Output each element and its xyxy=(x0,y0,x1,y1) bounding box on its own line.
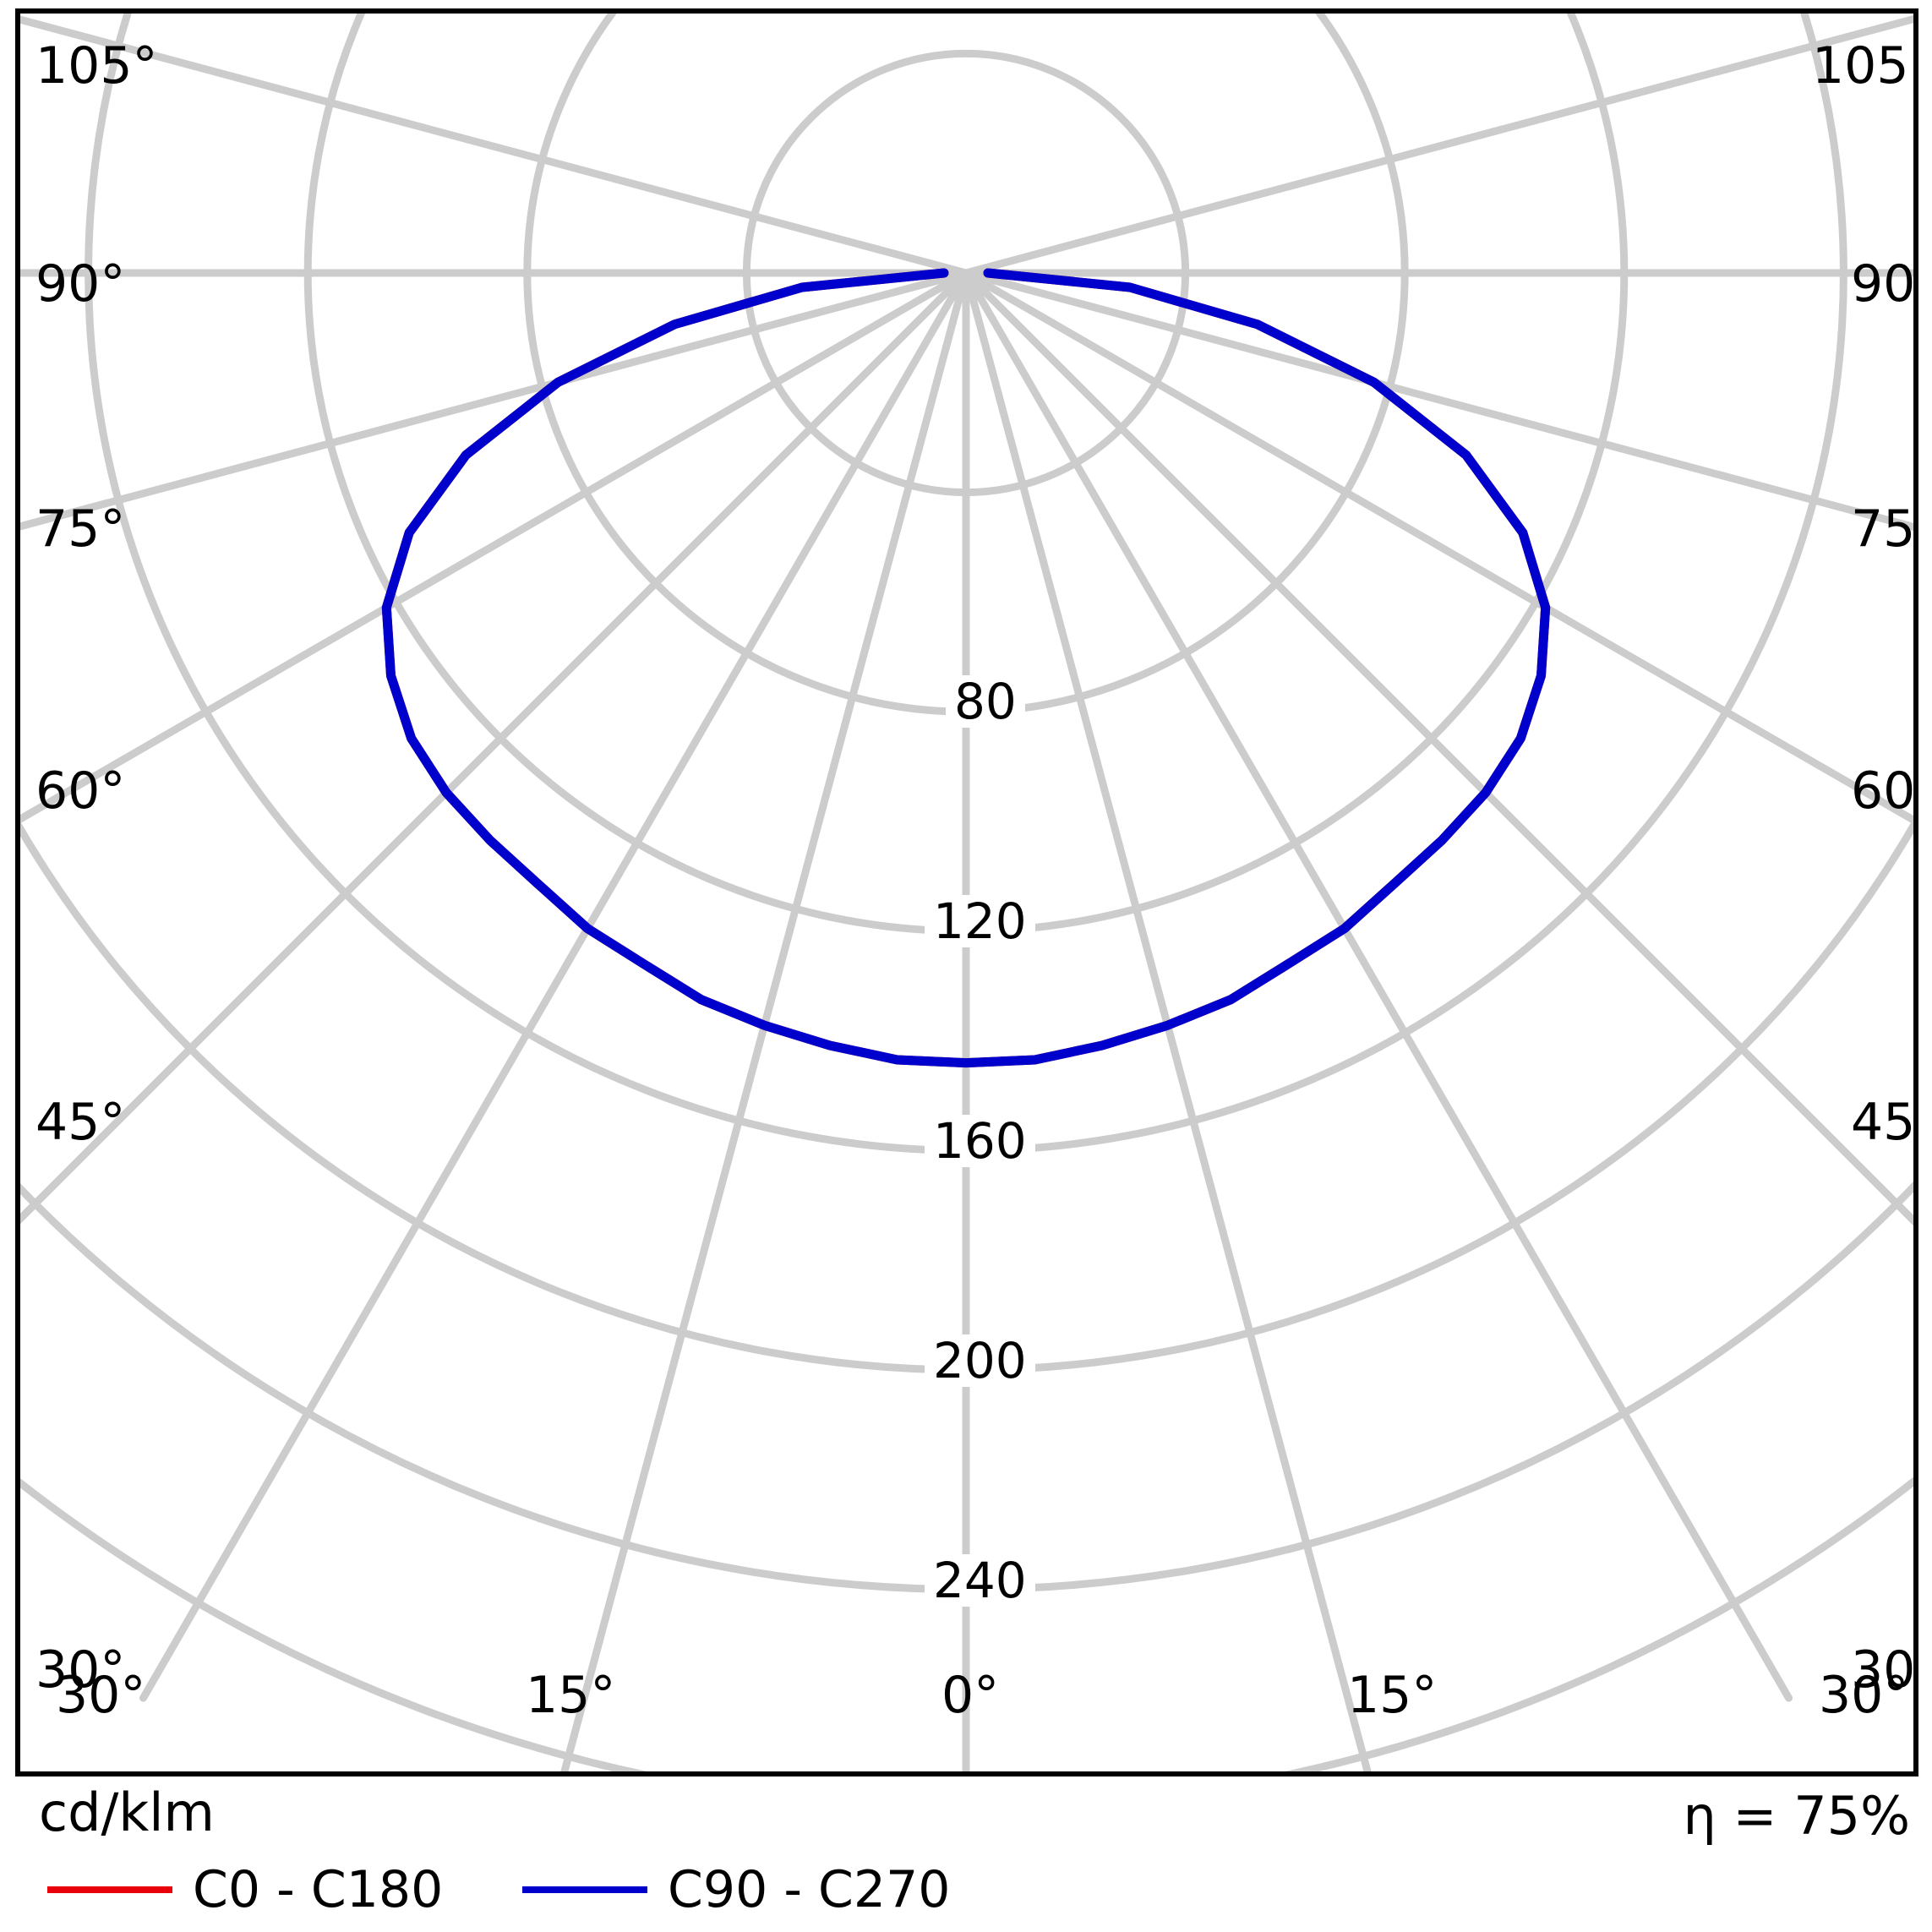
angle-label-bottom-2: 0° xyxy=(941,1666,1000,1725)
angle-label-right-2: 75° xyxy=(1851,499,1916,559)
legend-label-c0-c180: C0 - C180 xyxy=(193,1860,444,1919)
intensity-curves xyxy=(381,268,1551,1068)
radial-label-0: 80 xyxy=(946,675,1025,728)
angle-label-right-1: 90° xyxy=(1851,254,1916,314)
unit-label: cd/klm xyxy=(39,1782,215,1843)
angle-label-right-4: 45° xyxy=(1851,1093,1916,1152)
radial-label-2: 160 xyxy=(925,1115,1035,1167)
legend-swatch-c90-c270 xyxy=(522,1886,647,1893)
legend-item-c90-c270[interactable]: C90 - C270 xyxy=(522,1863,950,1917)
angle-label-right-3: 60° xyxy=(1851,761,1916,821)
angle-label-left-1: 90° xyxy=(35,254,126,314)
angle-label-bottom-0: 30° xyxy=(56,1666,146,1725)
angle-label-left-2: 75° xyxy=(35,499,126,559)
angle-label-bottom-3: 15° xyxy=(1347,1666,1438,1725)
angle-label-left-3: 60° xyxy=(35,761,126,821)
efficiency-label: η = 75% xyxy=(1683,1785,1910,1847)
radial-label-4: 240 xyxy=(925,1554,1035,1607)
plot-area: 105°90°75°60°45°30° 105°90°75°60°45°30° … xyxy=(15,8,1918,1776)
angle-label-right-5: 30° xyxy=(1851,1640,1916,1700)
angle-label-bottom-4: 30° xyxy=(1819,1666,1909,1725)
radial-label-3: 200 xyxy=(925,1334,1035,1387)
legend-swatch-c0-c180 xyxy=(47,1886,172,1893)
legend-label-c90-c270: C90 - C270 xyxy=(668,1860,951,1919)
chart-legend: cd/klm η = 75% C0 - C180 C90 - C270 xyxy=(15,1785,1918,1929)
legend-item-c0-c180[interactable]: C0 - C180 xyxy=(47,1863,443,1917)
radial-label-1: 120 xyxy=(925,895,1035,947)
angle-label-left-5: 30° xyxy=(35,1640,126,1700)
curve-c90-c270 xyxy=(381,268,1551,1068)
angle-label-right-0: 105° xyxy=(1812,36,1913,96)
angle-label-left-0: 105° xyxy=(35,36,158,96)
angle-label-bottom-1: 15° xyxy=(526,1666,616,1725)
angle-label-left-4: 45° xyxy=(35,1093,126,1152)
